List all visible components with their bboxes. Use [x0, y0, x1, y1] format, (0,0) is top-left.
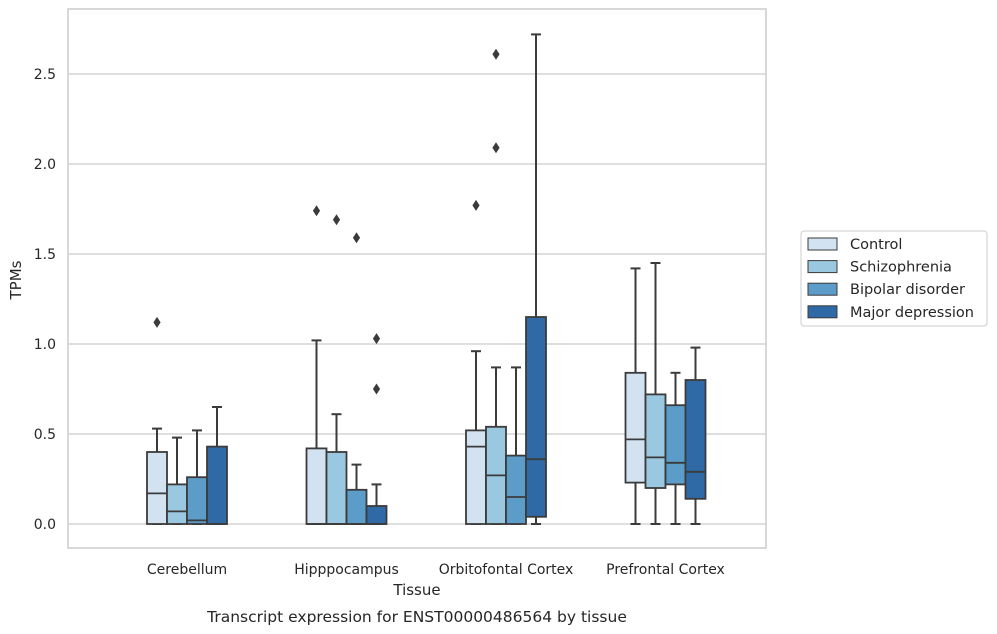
y-tick-label: 0.5 — [34, 427, 56, 443]
outlier-point — [492, 48, 500, 60]
outlier-point — [352, 232, 361, 244]
legend-label: Control — [850, 237, 902, 253]
chart-caption: Transcript expression for ENST0000048656… — [206, 608, 627, 626]
outlier-point — [153, 316, 161, 328]
outlier-point — [332, 214, 341, 226]
box-body — [345, 488, 368, 525]
x-tick-label: Cerebellum — [147, 562, 227, 578]
legend-label: Schizophrenia — [850, 260, 952, 276]
box-body — [365, 505, 388, 525]
box-bipolar-disorder — [345, 232, 368, 525]
y-tick-label: 0.0 — [34, 517, 56, 533]
box-major-depression — [206, 406, 228, 525]
plot-frame — [67, 8, 767, 549]
box-body — [644, 393, 667, 489]
box-body — [505, 454, 527, 525]
outlier-point — [372, 383, 381, 395]
y-tick-label: 2.0 — [34, 157, 56, 173]
legend-frame — [800, 230, 988, 327]
box-major-depression — [684, 346, 707, 525]
x-tick-labels: Cerebellum Hipppocampus Orbitofontal Corte… — [147, 562, 725, 578]
legend-swatch — [807, 237, 838, 251]
y-tick-label: 2.5 — [34, 67, 56, 83]
legend-label: Major depression — [850, 305, 974, 321]
box-body — [664, 404, 687, 486]
box-body — [624, 371, 647, 484]
box-body — [465, 429, 487, 525]
legend-swatch — [807, 282, 838, 296]
legend-swatch — [807, 305, 838, 319]
outlier-point — [492, 142, 500, 154]
legend: Control Schizophrenia Bipolar disorder Majo… — [800, 230, 988, 327]
legend-swatch — [807, 260, 838, 274]
box-bipolar-disorder — [186, 429, 208, 525]
box-body — [525, 316, 547, 518]
x-axis-title: Tissue — [392, 581, 440, 599]
box-body — [325, 451, 348, 525]
y-tick-labels: 0.0 0.5 1.0 1.5 2.0 2.5 — [34, 67, 56, 533]
y-tick-label: 1.5 — [34, 247, 56, 263]
x-tick-label: Orbitofontal Cortex — [439, 562, 574, 578]
x-tick-label: Hipppocampus — [294, 562, 399, 578]
box-body — [186, 476, 208, 525]
box-bipolar-disorder — [664, 371, 687, 525]
box-schizophrenia — [644, 262, 667, 525]
y-tick-label: 1.0 — [34, 337, 56, 353]
outlier-point — [312, 205, 321, 217]
box-schizophrenia — [325, 214, 348, 525]
box-body — [146, 451, 168, 525]
box-bipolar-disorder — [505, 366, 527, 525]
box-schizophrenia — [485, 48, 507, 525]
box-body — [166, 483, 188, 525]
y-axis-title: TPMs — [7, 260, 25, 300]
box-control — [465, 199, 487, 525]
box-major-depression — [365, 333, 388, 525]
box-control — [305, 205, 328, 525]
box-major-depression — [525, 33, 547, 525]
box-schizophrenia — [166, 436, 188, 525]
box-body — [305, 447, 328, 525]
box-control — [624, 267, 647, 525]
legend-label: Bipolar disorder — [850, 282, 965, 298]
box-body — [206, 445, 228, 525]
boxes — [146, 33, 707, 525]
grid-lines — [68, 73, 766, 525]
x-tick-label: Prefrontal Cortex — [606, 562, 725, 578]
box-body — [684, 379, 707, 500]
outlier-point — [472, 199, 480, 211]
box-control — [146, 316, 168, 525]
outlier-point — [372, 333, 381, 345]
